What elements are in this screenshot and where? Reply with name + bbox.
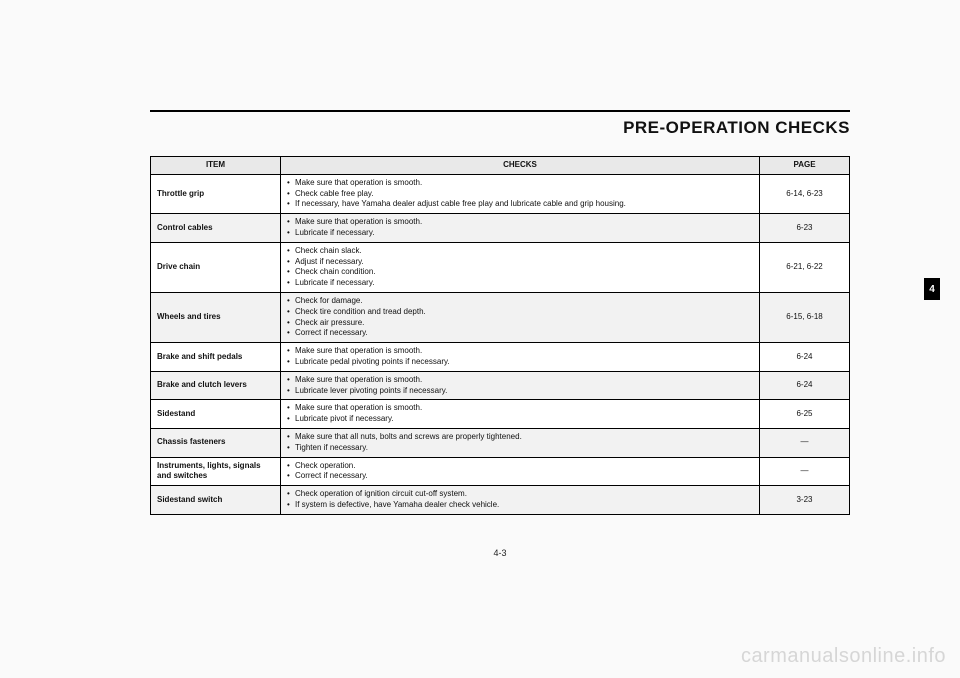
cell-page: 6-24: [760, 343, 850, 372]
check-item: Make sure that operation is smooth.: [287, 217, 753, 228]
cell-checks: Make sure that all nuts, bolts and screw…: [281, 428, 760, 457]
table-header-row: ITEM CHECKS PAGE: [151, 157, 850, 175]
table-row: Brake and clutch levers Make sure that op…: [151, 371, 850, 400]
cell-page: 6-14, 6-23: [760, 174, 850, 213]
check-item: Lubricate if necessary.: [287, 278, 753, 289]
check-item: If necessary, have Yamaha dealer adjust …: [287, 199, 753, 210]
cell-checks: Check operation of ignition circuit cut-…: [281, 486, 760, 515]
cell-item: Sidestand switch: [151, 486, 281, 515]
cell-checks: Make sure that operation is smooth.Lubri…: [281, 214, 760, 243]
cell-checks: Check chain slack.Adjust if necessary.Ch…: [281, 242, 760, 292]
cell-checks: Check operation.Correct if necessary.: [281, 457, 760, 486]
cell-item: Sidestand: [151, 400, 281, 429]
check-item: Correct if necessary.: [287, 471, 753, 482]
check-item: Check operation.: [287, 461, 753, 472]
page-content: PRE-OPERATION CHECKS ITEM CHECKS PAGE Th…: [150, 110, 850, 515]
header-checks: CHECKS: [281, 157, 760, 175]
cell-item: Chassis fasteners: [151, 428, 281, 457]
cell-page: 6-24: [760, 371, 850, 400]
cell-page: —: [760, 428, 850, 457]
checks-table: ITEM CHECKS PAGE Throttle gripMake sure …: [150, 156, 850, 515]
cell-item: Throttle grip: [151, 174, 281, 213]
check-item: Check cable free play.: [287, 189, 753, 200]
check-item: Lubricate pivot if necessary.: [287, 414, 753, 425]
checks-list: Make sure that operation is smooth.Lubri…: [287, 375, 753, 397]
checks-list: Make sure that operation is smooth.Check…: [287, 178, 753, 210]
cell-item: Instruments, lights, signals and switche…: [151, 457, 281, 486]
cell-checks: Make sure that operation is smooth.Lubri…: [281, 343, 760, 372]
table-row: Sidestand Make sure that operation is smo…: [151, 400, 850, 429]
cell-item: Control cables: [151, 214, 281, 243]
check-item: Make sure that operation is smooth.: [287, 375, 753, 386]
cell-page: 6-15, 6-18: [760, 292, 850, 342]
cell-checks: Make sure that operation is smooth.Lubri…: [281, 371, 760, 400]
cell-page: 6-23: [760, 214, 850, 243]
cell-item: Wheels and tires: [151, 292, 281, 342]
check-item: Lubricate pedal pivoting points if neces…: [287, 357, 753, 368]
cell-checks: Make sure that operation is smooth.Lubri…: [281, 400, 760, 429]
cell-page: 3-23: [760, 486, 850, 515]
cell-item: Brake and shift pedals: [151, 343, 281, 372]
checks-list: Check operation.Correct if necessary.: [287, 461, 753, 483]
check-item: Check tire condition and tread depth.: [287, 307, 753, 318]
page-number: 4-3: [150, 548, 850, 558]
table-row: Throttle gripMake sure that operation is…: [151, 174, 850, 213]
cell-checks: Make sure that operation is smooth.Check…: [281, 174, 760, 213]
table-row: Brake and shift pedals Make sure that ope…: [151, 343, 850, 372]
table-row: Chassis fasteners Make sure that all nuts…: [151, 428, 850, 457]
section-tab: 4: [924, 278, 940, 300]
cell-page: 6-21, 6-22: [760, 242, 850, 292]
table-row: Sidestand switch Check operation of ignit…: [151, 486, 850, 515]
checks-list: Make sure that operation is smooth.Lubri…: [287, 217, 753, 239]
cell-page: —: [760, 457, 850, 486]
check-item: Make sure that operation is smooth.: [287, 178, 753, 189]
header-item: ITEM: [151, 157, 281, 175]
check-item: Check air pressure.: [287, 318, 753, 329]
check-item: Tighten if necessary.: [287, 443, 753, 454]
header-page: PAGE: [760, 157, 850, 175]
check-item: Lubricate lever pivoting points if neces…: [287, 386, 753, 397]
check-item: Correct if necessary.: [287, 328, 753, 339]
cell-item: Drive chain: [151, 242, 281, 292]
check-item: Check operation of ignition circuit cut-…: [287, 489, 753, 500]
checks-list: Check chain slack.Adjust if necessary.Ch…: [287, 246, 753, 289]
cell-checks: Check for damage.Check tire condition an…: [281, 292, 760, 342]
check-item: Lubricate if necessary.: [287, 228, 753, 239]
checks-list: Check for damage.Check tire condition an…: [287, 296, 753, 339]
check-item: Make sure that operation is smooth.: [287, 403, 753, 414]
table-row: Drive chainCheck chain slack.Adjust if n…: [151, 242, 850, 292]
table-row: Control cables Make sure that operation i…: [151, 214, 850, 243]
page-title: PRE-OPERATION CHECKS: [150, 118, 850, 138]
check-item: Check for damage.: [287, 296, 753, 307]
check-item: If system is defective, have Yamaha deal…: [287, 500, 753, 511]
check-item: Adjust if necessary.: [287, 257, 753, 268]
checks-list: Make sure that operation is smooth.Lubri…: [287, 346, 753, 368]
watermark: carmanualsonline.info: [741, 645, 946, 668]
table-row: Instruments, lights, signals and switche…: [151, 457, 850, 486]
check-item: Make sure that operation is smooth.: [287, 346, 753, 357]
check-item: Make sure that all nuts, bolts and screw…: [287, 432, 753, 443]
check-item: Check chain slack.: [287, 246, 753, 257]
cell-item: Brake and clutch levers: [151, 371, 281, 400]
checks-list: Make sure that all nuts, bolts and screw…: [287, 432, 753, 454]
check-item: Check chain condition.: [287, 267, 753, 278]
cell-page: 6-25: [760, 400, 850, 429]
table-row: Wheels and tiresCheck for damage.Check t…: [151, 292, 850, 342]
title-bar: PRE-OPERATION CHECKS: [150, 110, 850, 138]
checks-list: Make sure that operation is smooth.Lubri…: [287, 403, 753, 425]
checks-list: Check operation of ignition circuit cut-…: [287, 489, 753, 511]
